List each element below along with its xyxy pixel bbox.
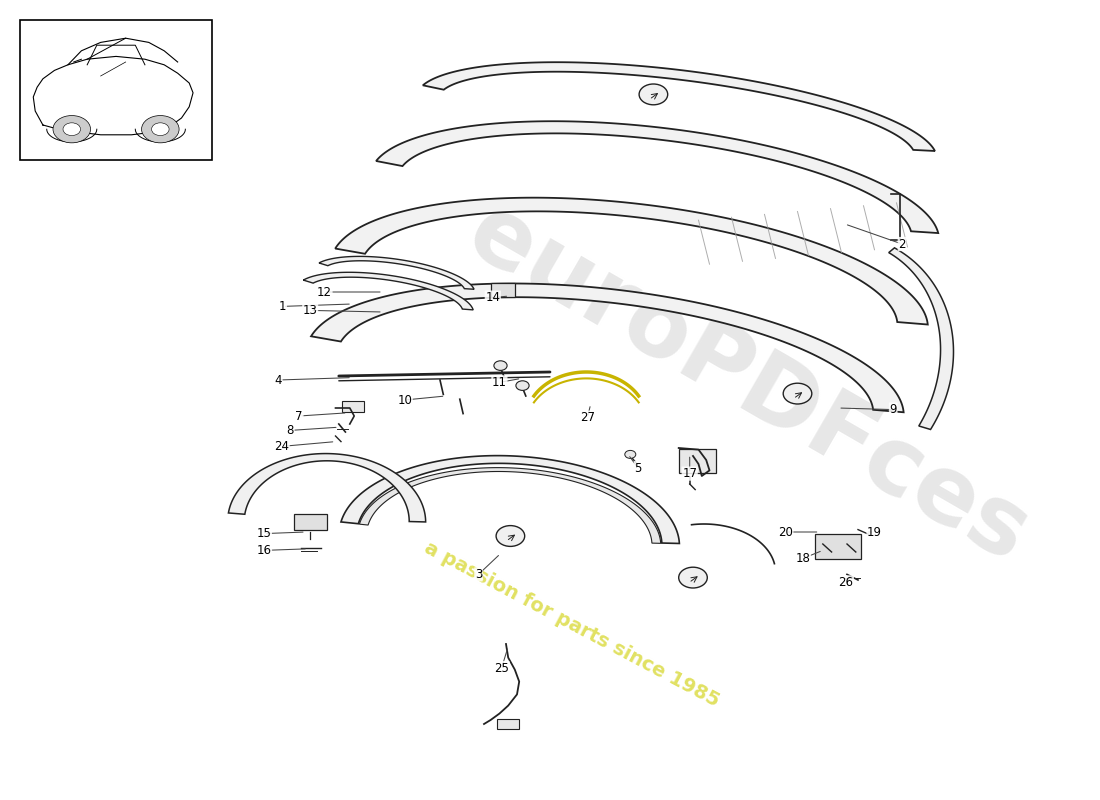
Text: 25: 25 <box>494 662 509 674</box>
Text: 1: 1 <box>279 300 286 313</box>
Polygon shape <box>304 272 473 310</box>
Text: 12: 12 <box>317 286 332 298</box>
Polygon shape <box>376 122 938 233</box>
Text: 15: 15 <box>256 527 272 540</box>
Text: 24: 24 <box>274 440 289 453</box>
Polygon shape <box>319 256 474 290</box>
Text: 13: 13 <box>302 304 318 317</box>
FancyBboxPatch shape <box>491 283 515 297</box>
Circle shape <box>496 526 525 546</box>
FancyBboxPatch shape <box>497 719 519 729</box>
Text: 26: 26 <box>838 576 854 589</box>
Text: 8: 8 <box>287 424 294 437</box>
Text: 27: 27 <box>580 411 595 424</box>
FancyBboxPatch shape <box>815 534 861 559</box>
Text: 3: 3 <box>475 568 482 581</box>
Text: 17: 17 <box>682 467 697 480</box>
Circle shape <box>152 123 169 135</box>
Text: 10: 10 <box>397 394 412 406</box>
Polygon shape <box>889 248 954 430</box>
Circle shape <box>494 361 507 370</box>
Text: 19: 19 <box>867 526 882 538</box>
FancyBboxPatch shape <box>679 449 716 473</box>
Polygon shape <box>336 198 927 325</box>
FancyBboxPatch shape <box>294 514 327 530</box>
Polygon shape <box>341 456 680 543</box>
Circle shape <box>639 84 668 105</box>
Text: 2: 2 <box>899 238 905 250</box>
Text: 7: 7 <box>296 410 303 422</box>
Polygon shape <box>360 468 661 543</box>
Text: 11: 11 <box>492 376 507 389</box>
Circle shape <box>142 115 179 143</box>
Circle shape <box>783 383 812 404</box>
Text: 5: 5 <box>635 462 641 474</box>
Circle shape <box>53 115 90 143</box>
Text: 14: 14 <box>485 291 501 304</box>
Text: 20: 20 <box>778 526 793 538</box>
Text: a passion for parts since 1985: a passion for parts since 1985 <box>421 538 723 710</box>
Circle shape <box>625 450 636 458</box>
Polygon shape <box>229 454 426 522</box>
Polygon shape <box>422 62 935 151</box>
Text: 18: 18 <box>795 552 811 565</box>
Text: euroPDFces: euroPDFces <box>452 186 1044 582</box>
FancyBboxPatch shape <box>342 401 364 412</box>
Text: 16: 16 <box>256 544 272 557</box>
Polygon shape <box>311 283 903 412</box>
Circle shape <box>679 567 707 588</box>
Text: 4: 4 <box>275 374 282 386</box>
Text: 9: 9 <box>890 403 896 416</box>
Circle shape <box>516 381 529 390</box>
Circle shape <box>63 123 80 135</box>
Bar <box>20 20 212 160</box>
